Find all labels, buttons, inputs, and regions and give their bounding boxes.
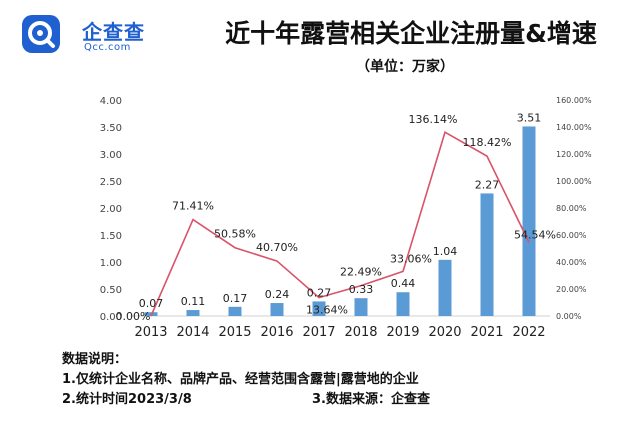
y-left-tick-label: 2.00 <box>100 204 122 215</box>
x-tick-label: 2014 <box>176 325 209 340</box>
y-right-tick-label: 160.00% <box>556 96 592 105</box>
unit-label: （单位：万家） <box>356 59 454 75</box>
y-left-tick-label: 1.50 <box>100 231 122 242</box>
y-right-tick-label: 60.00% <box>556 231 587 240</box>
bar-value-label: 0.11 <box>181 295 206 308</box>
bar-value-label: 2.27 <box>475 178 500 191</box>
bar <box>480 193 494 316</box>
notes-heading: 数据说明： <box>62 352 128 367</box>
y-right-tick-label: 140.00% <box>556 123 592 132</box>
x-tick-label: 2019 <box>386 325 419 340</box>
bar-value-label: 0.27 <box>307 286 332 299</box>
bar <box>438 259 452 316</box>
line-value-label: 33.06% <box>390 252 432 265</box>
notes-line-3: 3.数据来源：企查查 <box>312 392 430 407</box>
bar-value-label: 0.33 <box>349 283 374 296</box>
y-left-tick-label: 0.00 <box>100 312 122 323</box>
x-tick-label: 2022 <box>512 325 545 340</box>
x-tick-label: 2017 <box>302 325 335 340</box>
line-value-label: 54.54% <box>514 228 556 241</box>
y-right-tick-label: 80.00% <box>556 204 587 213</box>
y-right-tick-label: 100.00% <box>556 177 592 186</box>
bar <box>186 310 200 316</box>
bar-value-label: 1.04 <box>433 245 458 258</box>
logo-text: 企查查 <box>82 20 145 44</box>
notes-line-2: 2.统计时间2023/3/8 <box>62 392 192 407</box>
x-tick-label: 2013 <box>134 325 167 340</box>
bar <box>522 126 536 317</box>
y-left-tick-label: 1.00 <box>100 258 122 269</box>
line-value-label: 50.58% <box>214 228 256 241</box>
brand-logo: 企查查 Qcc.com <box>20 14 180 54</box>
y-right-tick-label: 0.00% <box>556 312 582 321</box>
line-value-label: 136.14% <box>409 113 458 126</box>
chart-title: 近十年露营相关企业注册量&增速 <box>225 19 597 48</box>
bar <box>396 292 410 316</box>
line-value-label: 13.64% <box>306 304 348 317</box>
y-right-tick-label: 20.00% <box>556 285 587 294</box>
y-right-tick-label: 40.00% <box>556 258 587 267</box>
bar <box>270 303 284 316</box>
line-value-label: 71.41% <box>172 200 214 213</box>
notes-line-1: 1.仅统计企业名称、品牌产品、经营范围含露营|露营地的企业 <box>62 372 419 387</box>
bar-value-label: 0.44 <box>391 277 416 290</box>
data-notes: 数据说明： 1.仅统计企业名称、品牌产品、经营范围含露营|露营地的企业 2.统计… <box>62 350 430 410</box>
logo-subtext: Qcc.com <box>84 42 131 53</box>
qcc-logo-icon <box>22 15 60 53</box>
growth-line <box>150 131 530 317</box>
bar-value-label: 0.17 <box>223 292 248 305</box>
y-left-tick-label: 4.00 <box>100 96 122 107</box>
bar <box>228 306 242 316</box>
y-right-tick-label: 120.00% <box>556 150 592 159</box>
y-left-tick-label: 3.00 <box>100 150 122 161</box>
x-tick-label: 2021 <box>470 325 503 340</box>
y-left-tick-label: 3.50 <box>100 123 122 134</box>
bar <box>354 298 368 316</box>
line-value-label: 40.70% <box>256 241 298 254</box>
x-tick-label: 2016 <box>260 325 293 340</box>
combo-chart: 0.00 0.50 1.00 1.50 2.00 2.50 3.00 3.50 4.00 0.00… <box>100 96 592 340</box>
line-value-label: 118.42% <box>463 136 512 149</box>
line-value-label: 0.00% <box>116 310 151 323</box>
x-tick-label: 2018 <box>344 325 377 340</box>
bar-value-label: 3.51 <box>517 111 542 124</box>
x-tick-label: 2015 <box>218 325 251 340</box>
bar-value-label: 0.24 <box>265 288 290 301</box>
x-tick-label: 2020 <box>428 325 461 340</box>
bar-value-label: 0.07 <box>139 297 164 310</box>
y-left-tick-label: 2.50 <box>100 177 122 188</box>
bar <box>312 301 326 316</box>
y-left-tick-label: 0.50 <box>100 285 122 296</box>
line-value-label: 22.49% <box>340 266 382 279</box>
